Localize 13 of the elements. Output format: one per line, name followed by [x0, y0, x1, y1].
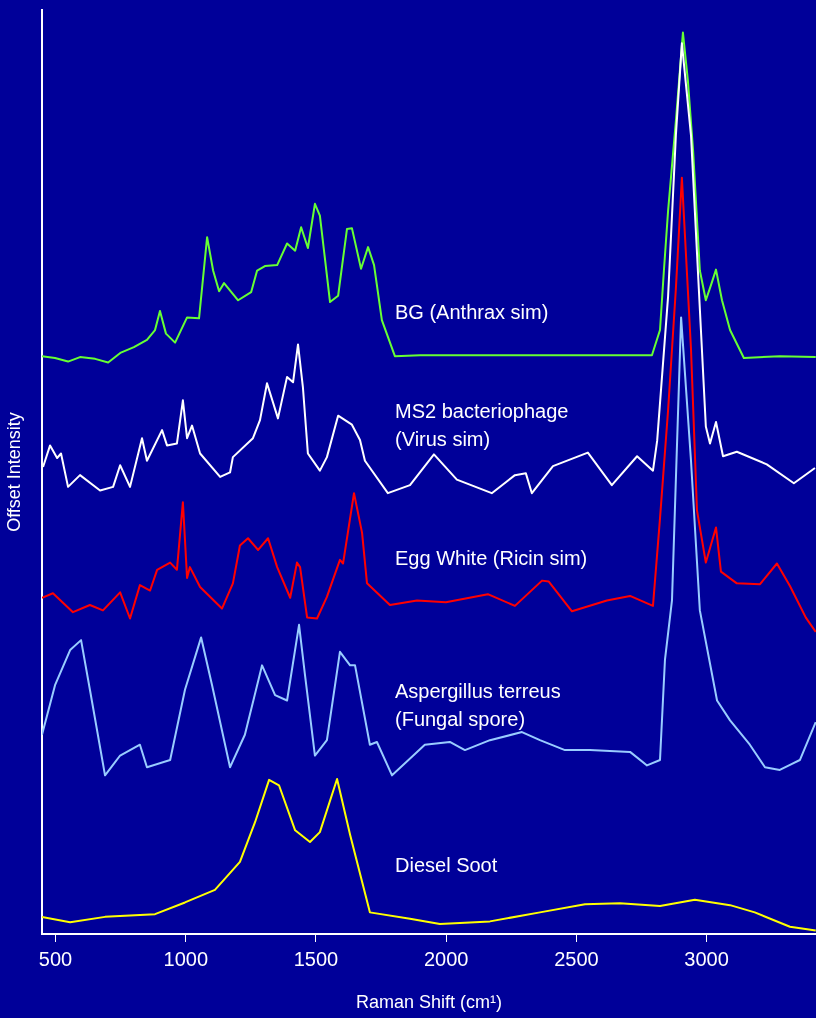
x-tick-label: 2000	[423, 947, 469, 970]
series-label: BG (Anthrax sim)	[395, 301, 549, 324]
x-tick-label: 1000	[163, 947, 209, 970]
x-tick-label: 500	[38, 947, 73, 970]
series-label: Aspergillus terreus (Fungal spore)	[395, 680, 561, 731]
series-label: Diesel Soot	[395, 853, 498, 876]
series-label: Egg White (Ricin sim)	[395, 547, 588, 570]
x-tick-label: 1500	[293, 947, 339, 970]
y-axis-title: Offset Intensity	[3, 412, 24, 532]
x-tick-label: 2500	[554, 947, 599, 970]
x-tick-label: 3000	[684, 947, 729, 970]
series-label: MS2 bacteriophage (Virus sim)	[395, 399, 569, 450]
x-axis-title: Raman Shift (cm¹)	[355, 992, 503, 1013]
